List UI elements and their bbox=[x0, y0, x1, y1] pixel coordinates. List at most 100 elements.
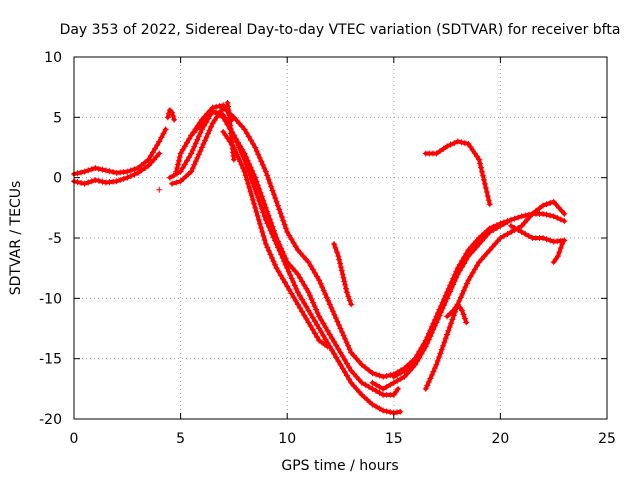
data-point bbox=[356, 376, 363, 383]
data-point bbox=[268, 183, 275, 190]
data-point bbox=[284, 283, 291, 290]
data-point bbox=[257, 189, 264, 196]
data-point bbox=[511, 215, 518, 222]
data-point bbox=[195, 151, 202, 158]
data-point bbox=[218, 107, 225, 114]
data-point bbox=[335, 322, 342, 329]
data-point bbox=[320, 320, 327, 327]
data-point bbox=[303, 315, 310, 322]
data-point bbox=[318, 317, 325, 324]
data-point bbox=[441, 296, 448, 303]
data-point bbox=[194, 136, 201, 143]
data-point bbox=[348, 367, 355, 374]
data-point bbox=[356, 388, 363, 395]
data-point bbox=[393, 409, 400, 416]
data-point bbox=[339, 328, 346, 335]
data-point bbox=[296, 304, 303, 311]
data-point bbox=[409, 364, 416, 371]
series-track-p bbox=[550, 241, 566, 266]
data-point bbox=[431, 365, 438, 372]
data-point bbox=[434, 309, 441, 316]
data-point bbox=[550, 259, 557, 266]
data-point bbox=[341, 278, 348, 285]
data-point bbox=[404, 364, 411, 371]
data-point bbox=[142, 159, 149, 166]
data-point bbox=[256, 198, 263, 205]
data-point bbox=[497, 220, 504, 227]
chart-title: Day 353 of 2022, Sidereal Day-to-day VTE… bbox=[60, 22, 621, 38]
data-point bbox=[268, 230, 275, 237]
data-point bbox=[294, 289, 301, 296]
data-point bbox=[201, 137, 208, 144]
x-tick-label: 15 bbox=[385, 431, 403, 447]
data-point bbox=[241, 168, 248, 175]
data-point bbox=[222, 131, 229, 138]
data-point bbox=[78, 169, 85, 176]
data-point bbox=[257, 201, 264, 208]
data-point bbox=[358, 361, 365, 368]
data-point bbox=[262, 241, 269, 248]
data-point bbox=[305, 319, 312, 326]
data-point bbox=[427, 327, 434, 334]
data-point bbox=[451, 140, 458, 147]
data-point bbox=[169, 109, 176, 116]
data-point bbox=[183, 139, 190, 146]
data-point bbox=[236, 146, 243, 153]
data-point bbox=[224, 99, 231, 106]
data-point bbox=[265, 223, 272, 230]
data-point bbox=[176, 154, 183, 161]
data-point bbox=[500, 219, 507, 226]
data-point bbox=[277, 210, 284, 217]
data-point bbox=[273, 198, 280, 205]
data-point bbox=[326, 331, 333, 338]
y-tick-label: -15 bbox=[39, 352, 62, 368]
data-point bbox=[205, 130, 212, 137]
data-point bbox=[282, 261, 289, 268]
data-point bbox=[204, 114, 211, 121]
data-point bbox=[447, 310, 454, 317]
data-point bbox=[387, 381, 394, 388]
data-point bbox=[318, 329, 325, 336]
data-point bbox=[261, 165, 268, 172]
data-point bbox=[401, 373, 408, 380]
data-point bbox=[436, 148, 443, 155]
data-point bbox=[463, 280, 470, 287]
data-point bbox=[322, 324, 329, 331]
y-tick-label: -5 bbox=[48, 231, 62, 247]
data-point bbox=[331, 241, 338, 248]
data-point bbox=[192, 140, 199, 147]
data-point bbox=[365, 367, 372, 374]
data-point bbox=[253, 208, 260, 215]
data-point bbox=[145, 156, 152, 163]
data-point bbox=[346, 346, 353, 353]
data-point bbox=[174, 165, 181, 172]
data-point bbox=[256, 185, 263, 192]
data-point bbox=[521, 219, 528, 226]
data-point bbox=[476, 259, 483, 266]
data-point bbox=[235, 142, 242, 149]
data-point bbox=[500, 232, 507, 239]
data-point bbox=[314, 321, 321, 328]
data-point bbox=[451, 272, 458, 279]
data-point bbox=[288, 275, 295, 282]
data-point bbox=[170, 113, 177, 120]
data-point bbox=[264, 220, 271, 227]
data-point bbox=[365, 383, 372, 390]
data-point bbox=[323, 294, 330, 301]
data-point bbox=[169, 180, 176, 187]
data-point bbox=[504, 218, 511, 225]
data-point bbox=[320, 287, 327, 294]
data-point bbox=[158, 134, 165, 141]
data-point bbox=[92, 165, 99, 172]
data-point bbox=[376, 389, 383, 396]
data-point bbox=[260, 209, 267, 216]
data-point bbox=[320, 332, 327, 339]
data-point bbox=[447, 282, 454, 289]
data-point bbox=[504, 230, 511, 237]
data-point bbox=[406, 361, 413, 368]
data-point bbox=[470, 247, 477, 254]
data-point bbox=[74, 170, 81, 177]
y-tick-label: 10 bbox=[44, 50, 62, 66]
data-point bbox=[311, 303, 318, 310]
data-point bbox=[444, 313, 451, 320]
